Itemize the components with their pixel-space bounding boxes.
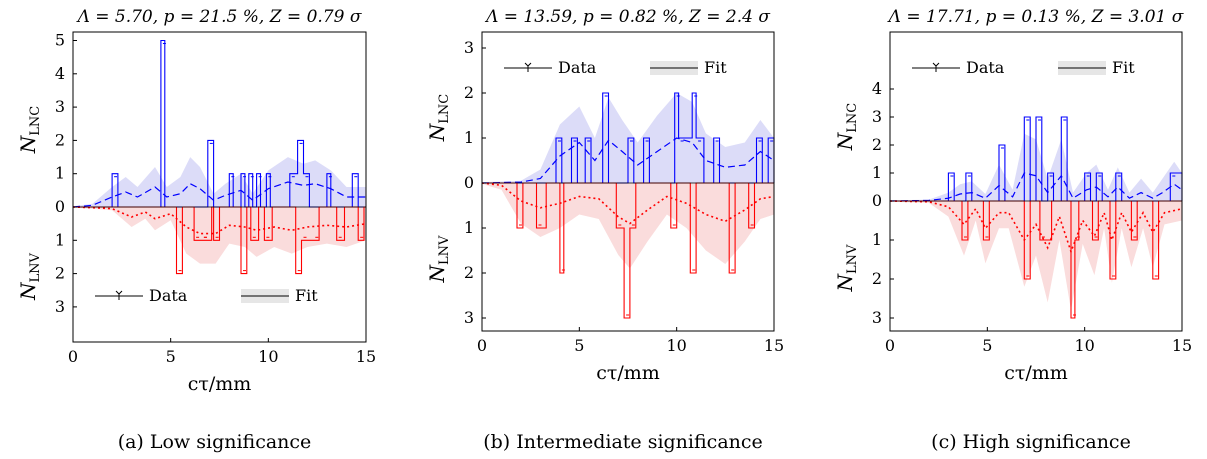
- y-tick-label: 3: [872, 107, 882, 126]
- y-tick-label: 4: [872, 79, 882, 98]
- y-tick-label: 1: [464, 218, 474, 237]
- y-tick-label: 3: [872, 308, 882, 327]
- chart-title: Λ = 17.71, p = 0.13 %, Z = 3.01 σ: [887, 7, 1184, 27]
- lnv-data-step: [73, 206, 366, 275]
- x-tick-label: 0: [477, 336, 487, 355]
- legend-data-marker: [115, 290, 123, 300]
- x-tick-label: 5: [574, 336, 584, 355]
- lnv-fit-band: [482, 183, 774, 269]
- y-axis-label-lnc: NLNC: [425, 94, 452, 143]
- y-tick-label: 4: [55, 64, 65, 83]
- plot-frame: [72, 31, 367, 343]
- y-tick-label: 0: [464, 173, 474, 192]
- x-tick-label: 10: [666, 336, 686, 355]
- lnv-fit-line: [889, 200, 1183, 255]
- y-tick-label: 2: [55, 264, 65, 283]
- x-tick-label: 15: [356, 347, 376, 366]
- x-axis-label: cτ/mm: [1004, 362, 1068, 384]
- lnv-data-step: [890, 200, 1182, 319]
- y-tick-label: 3: [55, 97, 65, 116]
- lnv-fit-line: [481, 182, 775, 225]
- y-tick-label: 2: [464, 83, 474, 102]
- y-tick-label: 1: [55, 164, 65, 183]
- y-tick-label: 5: [55, 31, 65, 50]
- chart-panel-1: Λ = 5.70, p = 21.5 %, Z = 0.79 σ 0 1 2 3 4 5 1 2…: [16, 7, 376, 453]
- y-tick-label: 3: [464, 308, 474, 327]
- y-tick-label: 1: [872, 230, 882, 249]
- legend-fit-label: Fit: [1112, 58, 1135, 77]
- x-tick-label: 15: [764, 336, 784, 355]
- legend-data-marker: [932, 62, 940, 72]
- x-tick-label: 10: [1074, 336, 1094, 355]
- y-tick-label: 0: [55, 197, 65, 216]
- y-tick-label: 1: [55, 230, 65, 249]
- x-tick-label: 5: [166, 347, 176, 366]
- lnc-fit-band: [73, 157, 366, 207]
- y-axis-label-lnc: NLNC: [833, 103, 860, 152]
- chart-title: Λ = 5.70, p = 21.5 %, Z = 0.79 σ: [76, 7, 362, 27]
- x-axis-label: cτ/mm: [188, 373, 252, 395]
- y-axis-label-lnv: NLNV: [16, 252, 43, 301]
- x-tick-label: 15: [1172, 336, 1192, 355]
- y-tick-label: 2: [464, 263, 474, 282]
- y-tick-label: 1: [464, 128, 474, 147]
- legend-data-label: Data: [966, 58, 1005, 77]
- x-tick-label: 0: [885, 336, 895, 355]
- y-tick-label: 2: [55, 130, 65, 149]
- legend-data-marker: [524, 62, 532, 72]
- chart-caption: (b) Intermediate significance: [483, 431, 763, 453]
- chart-caption: (a) Low significance: [118, 431, 312, 453]
- y-axis-label-lnv: NLNV: [833, 244, 860, 293]
- y-axis-label-lnv: NLNV: [425, 235, 452, 284]
- legend-fit-label: Fit: [704, 58, 727, 77]
- lnv-data-step: [482, 182, 774, 319]
- chart-caption: (c) High significance: [931, 431, 1131, 453]
- lnc-fit-line: [481, 137, 775, 184]
- chart-title: Λ = 13.59, p = 0.82 %, Z = 2.4 σ: [484, 7, 770, 27]
- x-tick-label: 0: [68, 347, 78, 366]
- chart-panel-2: Λ = 13.59, p = 0.82 %, Z = 2.4 σ01231230…: [425, 7, 784, 453]
- y-tick-label: 0: [872, 191, 882, 210]
- x-axis-label: cτ/mm: [596, 362, 660, 384]
- x-tick-label: 10: [258, 347, 278, 366]
- lnv-fit-band: [890, 201, 1182, 311]
- y-tick-label: 3: [55, 297, 65, 316]
- plot-frame: [889, 31, 1183, 332]
- legend-fit-label: Fit: [295, 286, 318, 305]
- lnv-fit-line: [72, 206, 367, 235]
- y-tick-label: 1: [872, 163, 882, 182]
- y-tick-label: 2: [872, 269, 882, 288]
- y-axis-label-lnc: NLNC: [16, 106, 43, 155]
- plot-frame: [481, 31, 775, 332]
- x-tick-label: 5: [982, 336, 992, 355]
- chart-panel-3: Λ = 17.71, p = 0.13 %, Z = 3.01 σ 0 1 2 3 4 1 2…: [833, 7, 1192, 453]
- legend-data-label: Data: [558, 58, 597, 77]
- y-tick-label: 3: [464, 38, 474, 57]
- legend-data-label: Data: [149, 286, 188, 305]
- y-tick-label: 2: [872, 135, 882, 154]
